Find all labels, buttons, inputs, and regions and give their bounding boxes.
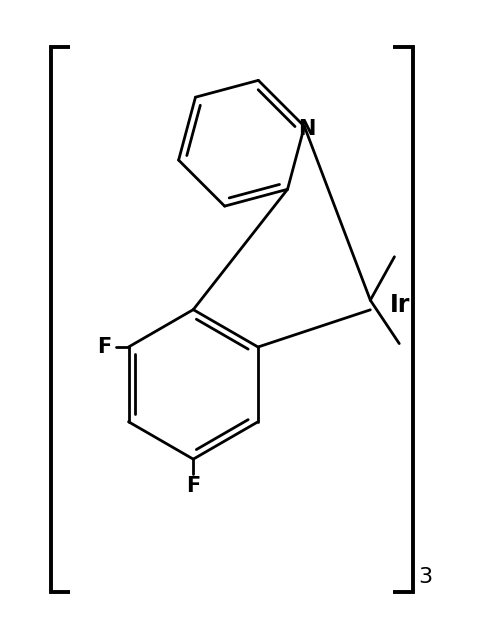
Text: F: F [97,337,112,357]
Text: Ir: Ir [390,293,410,317]
Text: F: F [186,476,200,495]
Text: 3: 3 [418,567,433,587]
Text: N: N [298,119,315,139]
